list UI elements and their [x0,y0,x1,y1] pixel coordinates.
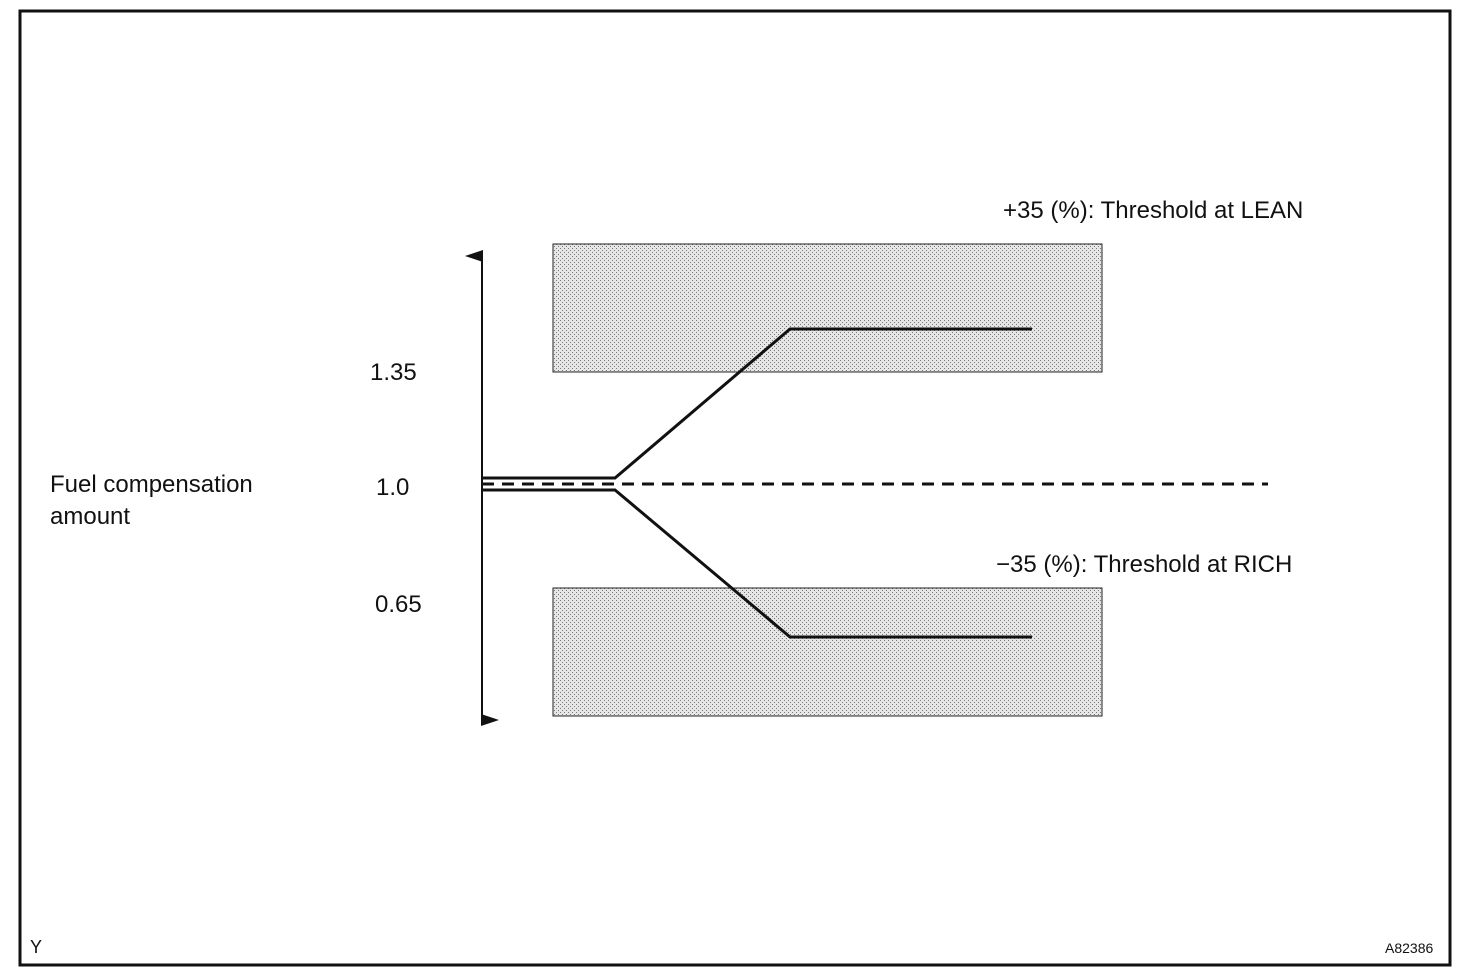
level-label: 1.0 [376,474,409,501]
level-label: 1.35 [370,359,417,386]
figure-id: A82386 [1385,940,1433,956]
rich-zone [552,587,1103,717]
axis-title: Fuel compensation [50,471,253,498]
frame [18,9,1452,967]
lean-line [482,327,1032,480]
lean-zone [552,243,1103,373]
rich-label: −35 (%): Threshold at RICH [996,551,1292,578]
lean-label: +35 (%): Threshold at LEAN [1003,197,1303,224]
axis-title: amount [50,503,130,530]
corner-letter: Y [30,937,42,957]
level-label: 0.65 [375,591,422,618]
rich-line [482,488,1032,639]
